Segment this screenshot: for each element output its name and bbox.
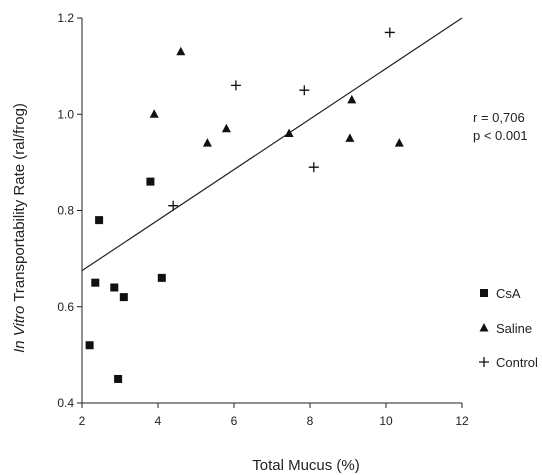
data-points bbox=[85, 27, 404, 383]
csa-point bbox=[91, 278, 100, 287]
csa-point bbox=[110, 283, 119, 292]
saline-point bbox=[221, 123, 231, 133]
x-tick-label: 2 bbox=[79, 414, 86, 428]
regression-line bbox=[81, 17, 463, 272]
csa-point bbox=[146, 177, 155, 186]
x-tick-label: 8 bbox=[307, 414, 314, 428]
saline-point bbox=[284, 128, 294, 137]
csa-point bbox=[157, 273, 166, 282]
y-axis-label-italic: In Vitro bbox=[11, 306, 28, 353]
x-axis-label: Total Mucus (%) bbox=[252, 457, 360, 474]
control-point bbox=[230, 80, 241, 91]
saline-point bbox=[176, 46, 186, 56]
csa-point bbox=[95, 216, 104, 225]
csa-point bbox=[114, 374, 123, 383]
control-point bbox=[384, 27, 395, 38]
y-tick-label: 1.0 bbox=[57, 107, 74, 121]
x-tick-label: 6 bbox=[231, 414, 238, 428]
y-ticks: 0.4 0.6 0.8 1.0 1.2 bbox=[57, 11, 82, 410]
control-point bbox=[308, 162, 319, 173]
legend-label-control: Control bbox=[496, 355, 538, 370]
y-axis: 0.4 0.6 0.8 1.0 1.2 bbox=[57, 11, 83, 410]
annotation-p: p < 0.001 bbox=[473, 128, 528, 143]
saline-point bbox=[149, 109, 159, 118]
x-tick-label: 10 bbox=[379, 414, 393, 428]
saline-point bbox=[345, 133, 355, 142]
csa-point bbox=[85, 341, 94, 350]
x-tick-label: 12 bbox=[455, 414, 469, 428]
saline-point bbox=[394, 138, 404, 147]
x-axis: 2 4 6 8 10 12 bbox=[79, 402, 469, 428]
legend-marker-csa bbox=[480, 289, 488, 297]
y-axis-label: In Vitro Transportability Rate (ral/frog… bbox=[11, 103, 28, 353]
y-tick-label: 1.2 bbox=[57, 11, 74, 25]
legend: CsA Saline Control bbox=[479, 286, 538, 370]
saline-point bbox=[347, 94, 357, 104]
legend-label-csa: CsA bbox=[496, 286, 521, 301]
y-tick-label: 0.6 bbox=[57, 300, 74, 314]
x-ticks: 2 4 6 8 10 12 bbox=[79, 403, 469, 428]
saline-point bbox=[202, 138, 212, 147]
y-tick-label: 0.4 bbox=[57, 396, 74, 410]
control-point bbox=[299, 85, 310, 96]
x-tick-label: 4 bbox=[155, 414, 162, 428]
y-tick-label: 0.8 bbox=[57, 204, 74, 218]
control-point bbox=[168, 200, 179, 211]
legend-label-saline: Saline bbox=[496, 321, 532, 336]
csa-point bbox=[119, 293, 128, 302]
annotation-r: r = 0,706 bbox=[473, 110, 525, 125]
legend-marker-control bbox=[479, 357, 489, 367]
y-axis-label-rest: Transportability Rate (ral/frog) bbox=[11, 103, 28, 306]
legend-marker-saline bbox=[479, 323, 489, 332]
